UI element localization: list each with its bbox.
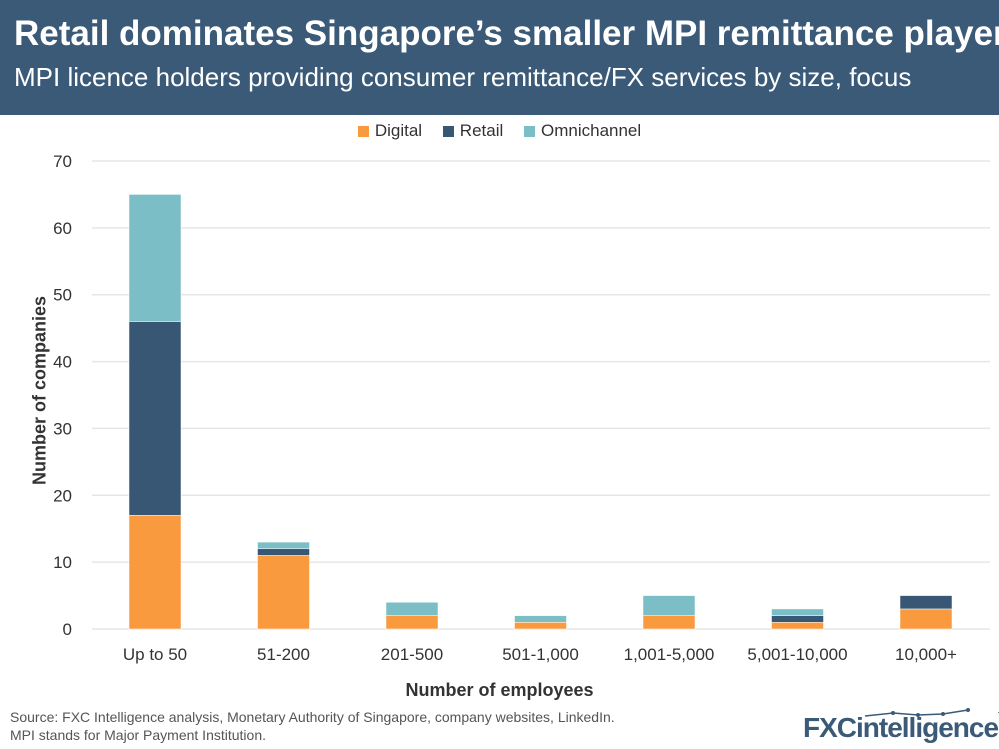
bar-segment-omnichannel	[257, 541, 310, 550]
bar-segment-digital	[514, 622, 567, 630]
x-tick-label: 51-200	[257, 645, 310, 664]
legend-label: Omnichannel	[541, 121, 642, 140]
y-tick-label: 40	[53, 353, 72, 372]
source-note: Source: FXC Intelligence analysis, Monet…	[10, 708, 615, 744]
header: Retail dominates Singapore’s smaller MPI…	[0, 0, 999, 115]
x-tick-label: Up to 50	[123, 645, 187, 664]
bar-segment-omnichannel	[642, 595, 696, 616]
y-tick-label: 20	[53, 486, 72, 505]
y-tick-label: 30	[53, 419, 72, 438]
bar-segment-omnichannel	[385, 602, 439, 616]
bar-segment-digital	[128, 515, 182, 630]
y-tick-label: 0	[63, 620, 72, 639]
y-tick-label: 10	[53, 553, 72, 572]
bar-segment-digital	[642, 615, 696, 630]
legend-swatch	[524, 125, 535, 137]
bar-segment-retail	[771, 615, 824, 623]
logo-text: FXCintelligence	[803, 712, 999, 743]
fxc-logo: FXCintelligenceTM	[803, 708, 999, 744]
chart-title: Retail dominates Singapore’s smaller MPI…	[14, 14, 999, 53]
logo-dots-icon	[864, 708, 970, 717]
x-tick-label: 10,000+	[895, 645, 957, 664]
legend-item-digital: Digital	[357, 121, 423, 141]
y-tick-label: 60	[53, 219, 72, 238]
bar-segment-omnichannel	[771, 608, 824, 616]
note-line: MPI stands for Major Payment Institution…	[10, 727, 266, 743]
y-tick-label: 70	[53, 152, 72, 171]
legend-label: Digital	[374, 121, 423, 140]
chart-subtitle: MPI licence holders providing consumer r…	[14, 62, 912, 92]
bar-segment-retail	[899, 595, 953, 610]
bar-segment-digital	[899, 608, 953, 630]
x-axis-label: Number of employees	[405, 680, 594, 700]
legend-swatch	[442, 125, 454, 137]
legend-swatch	[357, 125, 369, 137]
bar-segment-omnichannel	[514, 615, 567, 623]
x-tick-label: 201-500	[381, 645, 443, 664]
bar-segment-retail	[257, 548, 310, 556]
y-axis-label: Number of companies	[29, 295, 50, 486]
legend-label: Retail	[459, 121, 504, 140]
y-tick-label: 50	[53, 286, 72, 305]
bar-segment-digital	[771, 622, 824, 630]
legend-item-retail: Retail	[442, 121, 504, 141]
legend-item-omnichannel: Omnichannel	[524, 121, 641, 141]
bar-segment-digital	[385, 615, 439, 630]
chart-plot: 0 10 20 30 40 50 60 70 Up to 50 51-200 201-500 501-…	[53, 152, 990, 664]
bar-segment-digital	[257, 555, 310, 630]
x-tick-label: 1,001-5,000	[624, 645, 715, 664]
x-tick-label: 501-1,000	[502, 645, 579, 664]
bar-segment-omnichannel	[128, 194, 182, 322]
source-line: Source: FXC Intelligence analysis, Monet…	[10, 709, 615, 725]
legend: Digital Retail Omnichannel	[0, 121, 999, 142]
x-tick-label: 5,001-10,000	[747, 645, 847, 664]
bar-segment-retail	[128, 321, 182, 516]
